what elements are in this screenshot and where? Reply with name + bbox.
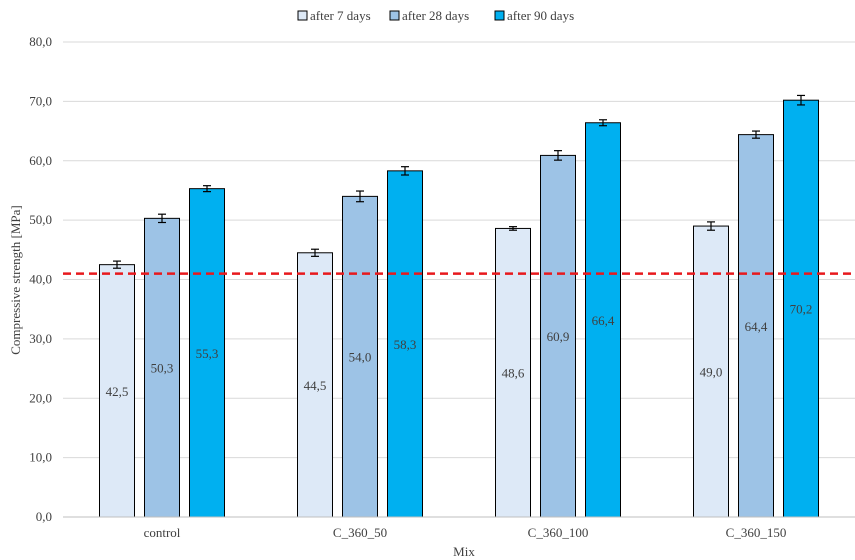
legend-swatch [298, 11, 307, 20]
legend-label: after 7 days [310, 8, 371, 23]
y-tick-label: 20,0 [29, 390, 52, 405]
legend: after 7 days after 28 days after 90 days [298, 8, 574, 23]
x-axis: control C_360_50 C_360_100 C_360_150 [63, 517, 855, 540]
y-axis-ticks: 0,0 10,0 20,0 30,0 40,0 50,0 60,0 70,0 80,0 [29, 34, 52, 524]
legend-swatch [495, 11, 504, 20]
y-tick-label: 10,0 [29, 450, 52, 465]
x-tick-label: C_360_150 [726, 525, 787, 540]
gridlines [63, 42, 855, 458]
legend-label: after 90 days [507, 8, 574, 23]
y-tick-label: 70,0 [29, 93, 52, 108]
y-tick-label: 80,0 [29, 34, 52, 49]
y-tick-label: 40,0 [29, 272, 52, 287]
data-label: 64,4 [745, 319, 768, 334]
y-axis-label: Compressive strength [MPa] [8, 205, 23, 354]
x-axis-label: Mix [453, 544, 475, 559]
bars: 42,5 50,3 55,3 44,5 54,0 58,3 48,6 60,9 66,4 49,0… [100, 95, 819, 517]
data-label: 66,4 [592, 313, 615, 328]
x-tick-label: C_360_50 [333, 525, 387, 540]
x-tick-label: control [144, 525, 181, 540]
data-label: 48,6 [502, 366, 525, 381]
legend-swatch [390, 11, 399, 20]
y-tick-label: 30,0 [29, 331, 52, 346]
y-tick-label: 60,0 [29, 153, 52, 168]
x-tick-label: C_360_100 [528, 525, 589, 540]
data-label: 55,3 [196, 346, 219, 361]
data-label: 44,5 [304, 378, 327, 393]
data-label: 70,2 [790, 302, 813, 317]
y-tick-label: 50,0 [29, 212, 52, 227]
y-tick-label: 0,0 [36, 509, 52, 524]
data-label: 54,0 [349, 350, 372, 365]
data-label: 58,3 [394, 337, 417, 352]
legend-label: after 28 days [402, 8, 469, 23]
data-label: 50,3 [151, 361, 174, 376]
data-label: 60,9 [547, 329, 570, 344]
data-label: 49,0 [700, 365, 723, 380]
data-label: 42,5 [106, 384, 129, 399]
